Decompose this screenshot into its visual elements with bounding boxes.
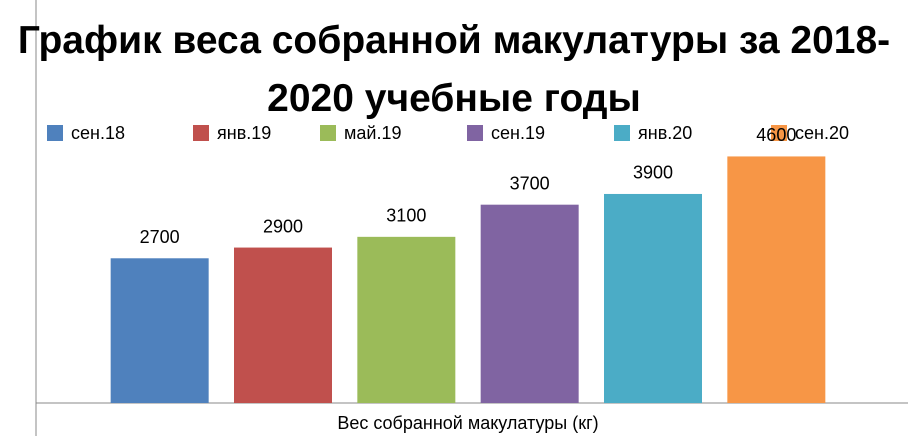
chart-title: График веса собранной макулатуры за 2018… xyxy=(17,19,891,120)
data-label: 3100 xyxy=(386,206,426,226)
legend-label: янв.19 xyxy=(217,123,271,143)
legend-label: май.19 xyxy=(344,123,401,143)
data-label: 4600 xyxy=(756,125,796,145)
bar xyxy=(234,247,332,403)
legend-label: сен.20 xyxy=(795,123,849,143)
legend-swatch xyxy=(47,125,63,141)
legend-swatch xyxy=(771,125,787,141)
legend-label: янв.20 xyxy=(638,123,692,143)
legend-swatch xyxy=(614,125,630,141)
data-label: 2900 xyxy=(263,216,303,236)
legend-label: сен.18 xyxy=(71,123,125,143)
bar xyxy=(110,258,209,403)
bar xyxy=(480,204,579,403)
bar xyxy=(604,193,702,403)
bar xyxy=(727,156,826,403)
legend-swatch xyxy=(467,125,483,141)
data-label: 3700 xyxy=(510,173,550,193)
legend-swatch xyxy=(320,125,336,141)
bar xyxy=(357,236,456,403)
x-tick-label: Вес собранной макулатуры (кг) xyxy=(337,413,598,433)
legend-swatch xyxy=(193,125,209,141)
data-label: 3900 xyxy=(633,163,673,183)
legend-label: сен.19 xyxy=(491,123,545,143)
data-label: 2700 xyxy=(140,227,180,247)
